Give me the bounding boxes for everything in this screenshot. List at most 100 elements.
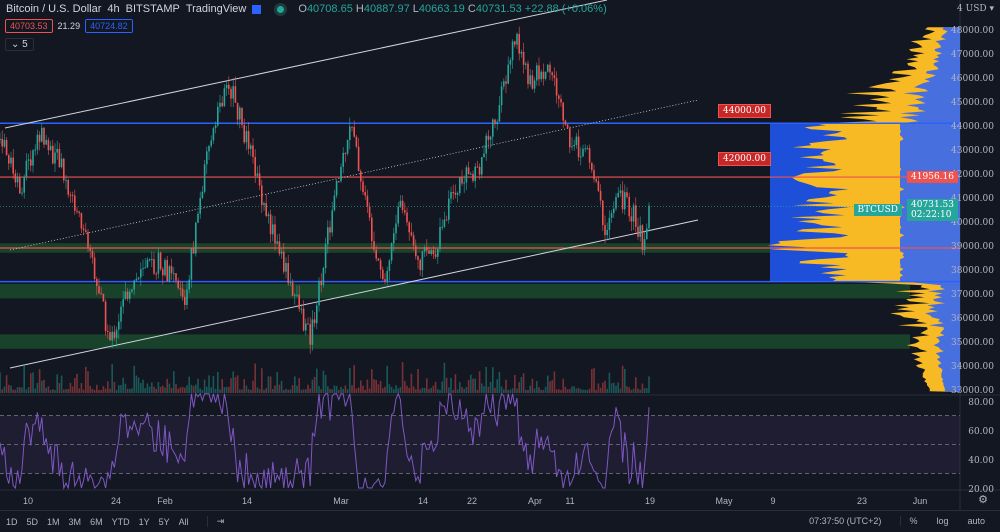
time-tick: 22 bbox=[466, 496, 478, 506]
sell-button[interactable]: 40703.53 bbox=[5, 19, 53, 33]
candle-body bbox=[80, 212, 83, 229]
price-tick: 43000.00 bbox=[951, 146, 994, 156]
volume-bar bbox=[628, 387, 630, 393]
volume-bar bbox=[428, 389, 430, 393]
price-tick: 45000.00 bbox=[951, 98, 994, 108]
percent-toggle[interactable]: % bbox=[900, 516, 917, 526]
volume-bar bbox=[487, 386, 490, 393]
range-button[interactable]: All bbox=[178, 516, 189, 527]
volume-bar bbox=[474, 378, 476, 393]
volume-bar bbox=[38, 369, 41, 393]
volume-bar bbox=[159, 386, 162, 393]
volume-bar bbox=[45, 387, 47, 393]
volume-bar bbox=[199, 388, 201, 393]
indicators-toggle[interactable]: ⌄ 5 bbox=[5, 38, 34, 51]
candle-body bbox=[181, 288, 184, 297]
volume-bar bbox=[100, 389, 102, 393]
candle-body bbox=[406, 212, 408, 223]
price-tick: 39000.00 bbox=[951, 242, 994, 252]
volume-bar bbox=[232, 371, 234, 393]
volume-bar bbox=[91, 388, 94, 393]
auto-toggle[interactable]: auto bbox=[967, 516, 985, 526]
time-tick: 19 bbox=[644, 496, 656, 506]
volume-bar bbox=[300, 389, 303, 393]
candle-body bbox=[388, 260, 391, 271]
annotation-44000[interactable]: 44000.00 bbox=[718, 104, 771, 118]
volume-bar bbox=[626, 386, 628, 393]
currency-label[interactable]: 4 USD ▾ bbox=[957, 4, 994, 14]
candle-body bbox=[421, 251, 424, 271]
candle-body bbox=[386, 270, 388, 282]
candle-body bbox=[560, 98, 562, 103]
volume-bar bbox=[586, 389, 589, 393]
candle-body bbox=[441, 226, 443, 228]
candle-body bbox=[443, 219, 446, 227]
volume-bar bbox=[175, 384, 177, 393]
volume-bar bbox=[307, 384, 309, 393]
settings-icon[interactable]: ⚙ bbox=[978, 493, 988, 506]
candle-body bbox=[641, 225, 644, 251]
annotation-42000[interactable]: 42000.00 bbox=[718, 152, 771, 166]
volume-bar bbox=[360, 380, 362, 393]
candle-body bbox=[122, 298, 124, 307]
volume-bar bbox=[456, 389, 459, 393]
candle-body bbox=[582, 148, 584, 157]
candle-body bbox=[300, 308, 303, 310]
candle-body bbox=[47, 140, 50, 151]
candle-body bbox=[558, 95, 560, 99]
volume-bar bbox=[379, 380, 382, 393]
volume-bar bbox=[470, 374, 472, 393]
volume-bar bbox=[542, 389, 545, 393]
range-button[interactable]: 1Y bbox=[138, 516, 150, 527]
range-button[interactable]: 6M bbox=[90, 516, 103, 527]
volume-bar bbox=[206, 386, 208, 393]
candle-body bbox=[296, 294, 298, 296]
candle-body bbox=[199, 197, 201, 214]
volume-bar bbox=[362, 385, 364, 393]
candle-body bbox=[107, 331, 109, 333]
candle-body bbox=[445, 219, 448, 221]
log-toggle[interactable]: log bbox=[936, 516, 949, 526]
range-button[interactable]: YTD bbox=[111, 516, 130, 527]
clock[interactable]: 07:37:50 (UTC+2) bbox=[809, 516, 882, 526]
candle-body bbox=[168, 266, 171, 282]
volume-bar bbox=[43, 379, 45, 393]
volume-bar bbox=[76, 373, 78, 393]
candle-body bbox=[30, 159, 32, 166]
candle-body bbox=[485, 135, 487, 154]
candle-body bbox=[124, 291, 127, 299]
range-button[interactable]: 1M bbox=[47, 516, 60, 527]
candle-body bbox=[621, 190, 624, 210]
flag-icon[interactable] bbox=[252, 4, 262, 14]
candle-body bbox=[294, 295, 296, 297]
volume-bar bbox=[225, 386, 228, 393]
candle-body bbox=[353, 126, 355, 137]
candle-body bbox=[606, 230, 608, 236]
candle-body bbox=[437, 249, 439, 257]
volume-bar bbox=[481, 383, 483, 393]
candle-body bbox=[346, 139, 349, 154]
range-button[interactable]: 5Y bbox=[158, 516, 170, 527]
volume-bar bbox=[397, 388, 399, 393]
date-range-icon[interactable]: ⇥ bbox=[206, 516, 224, 527]
volume-bar bbox=[272, 388, 274, 393]
candle-body bbox=[450, 192, 452, 199]
time-tick: 10 bbox=[22, 496, 34, 506]
volume-bar bbox=[577, 387, 580, 393]
volume-bar bbox=[298, 378, 300, 393]
candle-body bbox=[100, 293, 102, 295]
range-button[interactable]: 5D bbox=[26, 516, 39, 527]
candle-body bbox=[476, 166, 479, 168]
buy-button[interactable]: 40724.82 bbox=[85, 19, 133, 33]
range-button[interactable]: 1D bbox=[6, 516, 18, 527]
candle-body bbox=[597, 181, 600, 191]
time-tick: 9 bbox=[770, 496, 776, 506]
range-button[interactable]: 3M bbox=[68, 516, 82, 527]
interval[interactable]: 4h bbox=[107, 3, 120, 15]
volume-bar bbox=[582, 389, 584, 393]
candle-body bbox=[34, 149, 36, 151]
symbol-name[interactable]: Bitcoin / U.S. Dollar bbox=[6, 3, 102, 15]
volume-bar bbox=[212, 376, 215, 393]
price-tick: 33000.00 bbox=[951, 386, 994, 396]
